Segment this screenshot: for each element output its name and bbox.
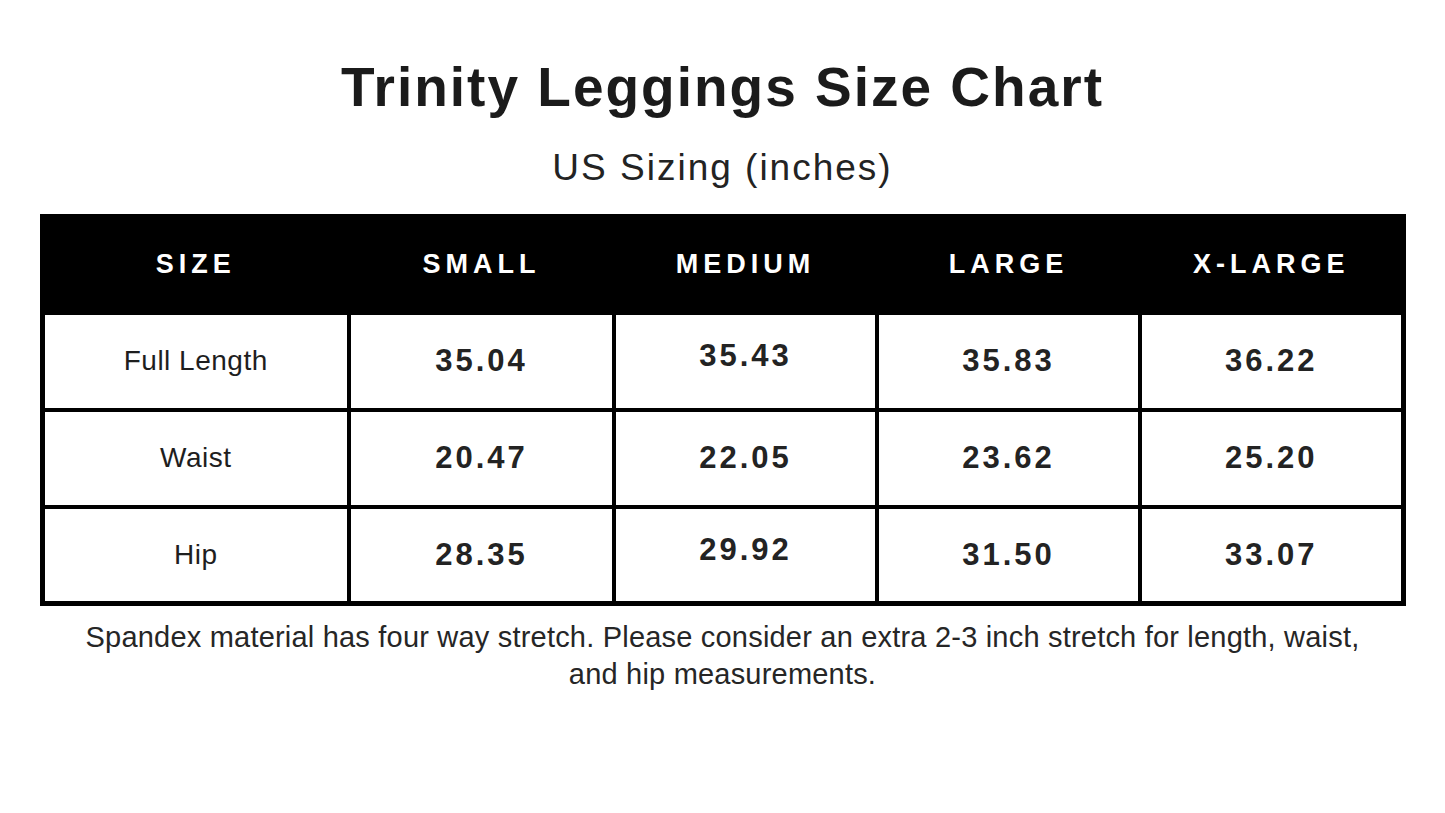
table-row-hip: Hip 28.35 29.92 31.50 33.07 — [42, 507, 1403, 604]
cell-hip-small: 28.35 — [349, 507, 614, 604]
cell-waist-x-large: 25.20 — [1140, 410, 1403, 507]
footer-note-line1: Spandex material has four way stretch. P… — [86, 621, 1360, 653]
cell-full-length-large: 35.83 — [877, 313, 1140, 410]
footer-note-line2: and hip measurements. — [569, 658, 876, 690]
size-chart-table: SIZE SMALL MEDIUM LARGE X-LARGE Full Len… — [40, 214, 1406, 606]
column-header-size: SIZE — [42, 217, 349, 313]
cell-full-length-x-large: 36.22 — [1140, 313, 1403, 410]
table-row-waist: Waist 20.47 22.05 23.62 25.20 — [42, 410, 1403, 507]
column-header-x-large: X-LARGE — [1140, 217, 1403, 313]
page-title: Trinity Leggings Size Chart — [0, 54, 1445, 120]
cell-full-length-small: 35.04 — [349, 313, 614, 410]
page-subtitle: US Sizing (inches) — [0, 145, 1445, 191]
table-row-full-length: Full Length 35.04 35.43 35.83 36.22 — [42, 313, 1403, 410]
size-chart-page: Trinity Leggings Size Chart US Sizing (i… — [0, 0, 1445, 813]
column-header-medium: MEDIUM — [614, 217, 877, 313]
footer-note: Spandex material has four way stretch. P… — [38, 619, 1408, 693]
cell-waist-large: 23.62 — [877, 410, 1140, 507]
cell-hip-large: 31.50 — [877, 507, 1140, 604]
row-label-hip: Hip — [42, 507, 349, 604]
cell-full-length-medium: 35.43 — [614, 313, 877, 410]
cell-hip-medium: 29.92 — [614, 507, 877, 604]
cell-waist-small: 20.47 — [349, 410, 614, 507]
column-header-large: LARGE — [877, 217, 1140, 313]
column-header-small: SMALL — [349, 217, 614, 313]
cell-waist-medium: 22.05 — [614, 410, 877, 507]
table-header-row: SIZE SMALL MEDIUM LARGE X-LARGE — [42, 217, 1403, 313]
cell-hip-x-large: 33.07 — [1140, 507, 1403, 604]
row-label-waist: Waist — [42, 410, 349, 507]
row-label-full-length: Full Length — [42, 313, 349, 410]
